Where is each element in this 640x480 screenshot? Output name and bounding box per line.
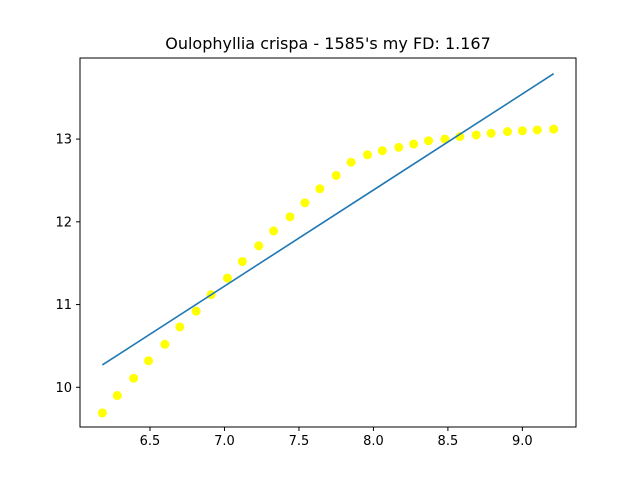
- scatter-point: [549, 124, 559, 134]
- scatter-point: [471, 130, 481, 140]
- plot-series: [97, 73, 559, 418]
- scatter-point: [346, 157, 356, 167]
- scatter-point: [254, 241, 264, 251]
- x-axis: 6.5 7.0 7.5 8.0 8.5 9.0: [140, 427, 533, 449]
- y-tick-label: 13: [55, 133, 72, 148]
- chart-title: Oulophyllia crispa - 1585's my FD: 1.167: [165, 34, 491, 53]
- x-tick-label: 6.5: [140, 434, 161, 449]
- scatter-point: [377, 146, 387, 156]
- scatter-point: [97, 408, 107, 418]
- scatter-point: [112, 391, 122, 401]
- fit-line: [101, 73, 555, 366]
- scatter-point: [160, 339, 170, 349]
- scatter-point: [440, 134, 450, 144]
- scatter-point: [129, 373, 139, 383]
- x-tick-label: 8.5: [438, 434, 459, 449]
- axes-frame: [79, 57, 577, 428]
- scatter-point: [532, 125, 542, 135]
- scatter-point: [269, 226, 279, 236]
- scatter-point: [409, 139, 419, 149]
- scatter-point: [191, 306, 201, 316]
- x-tick-label: 7.5: [289, 434, 310, 449]
- x-tick-label: 7.0: [214, 434, 235, 449]
- y-axis: 10 11 12 13: [55, 133, 80, 396]
- scatter-point: [144, 356, 154, 366]
- scatter-point: [394, 142, 404, 152]
- scatter-point: [300, 198, 310, 208]
- scatter-point: [486, 128, 496, 138]
- y-tick-label: 10: [55, 381, 72, 396]
- scatter-point: [315, 184, 325, 194]
- scatter-point: [362, 150, 372, 160]
- scatter-point: [237, 257, 247, 267]
- y-tick-label: 11: [55, 298, 72, 313]
- scatter-point: [285, 212, 295, 222]
- scatter-point: [517, 126, 527, 136]
- scatter-point: [502, 127, 512, 137]
- x-tick-label: 9.0: [512, 434, 533, 449]
- scatter-point: [424, 136, 434, 146]
- scatter-point: [331, 170, 341, 180]
- scatter-point: [175, 322, 185, 332]
- x-tick-label: 8.0: [363, 434, 384, 449]
- scatter-point: [455, 132, 465, 142]
- y-tick-label: 12: [55, 215, 72, 230]
- scatter-point: [222, 273, 232, 283]
